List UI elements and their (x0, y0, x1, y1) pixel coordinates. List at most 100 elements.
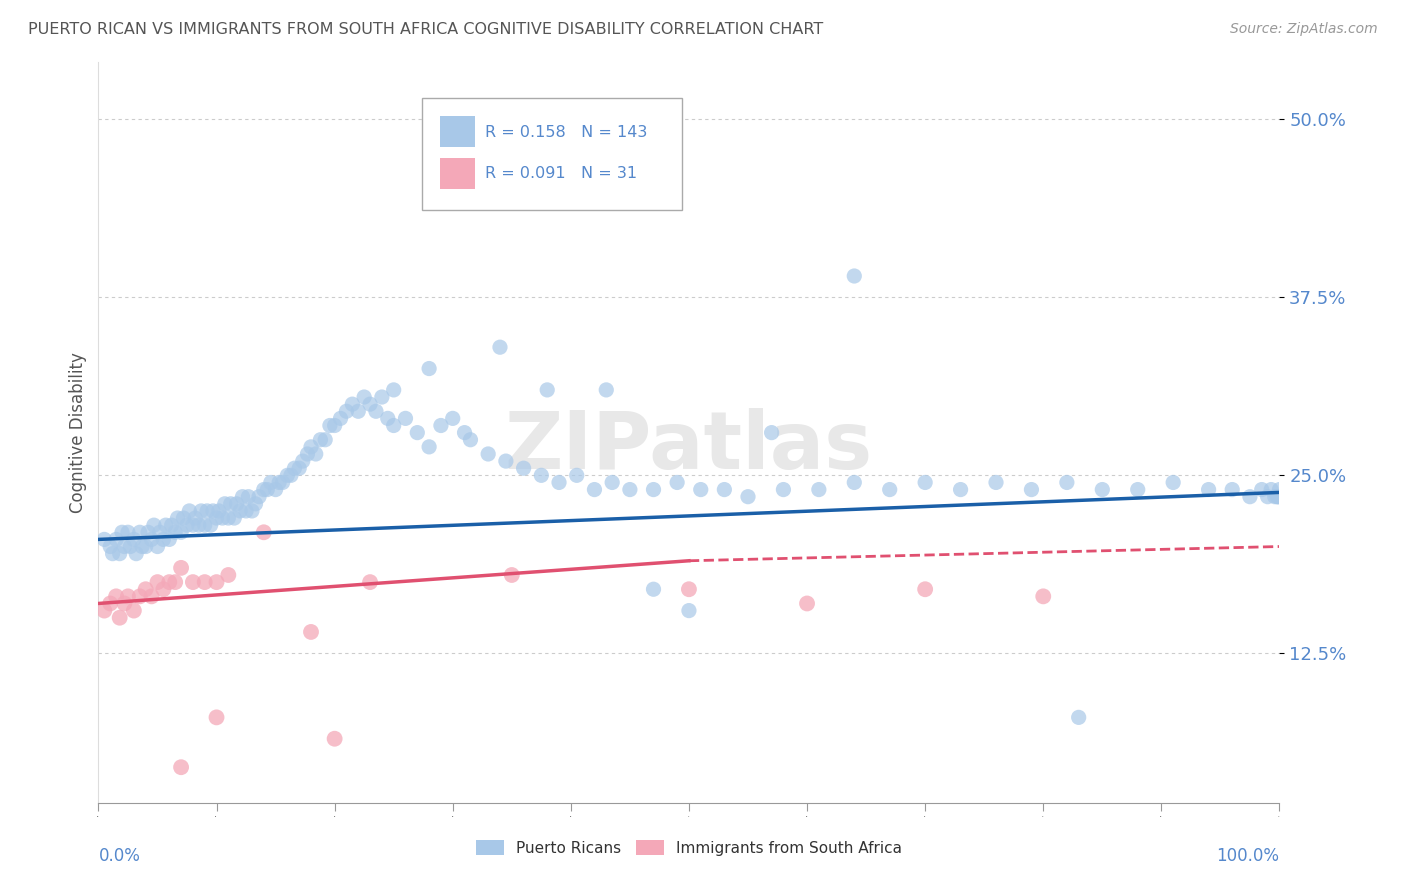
Point (128, 590, 150, 604)
Point (595, 383, 617, 397)
Point (524, 127, 547, 141)
Point (187, 518, 209, 533)
Point (643, 582, 665, 597)
Point (418, 361, 440, 376)
Point (501, 568, 523, 582)
Point (112, 540, 135, 554)
Point (152, 533, 174, 547)
Point (141, 590, 163, 604)
Point (125, 547, 148, 561)
Point (495, 454, 517, 468)
Point (224, 511, 246, 525)
Legend: Puerto Ricans, Immigrants from South Africa: Puerto Ricans, Immigrants from South Afr… (470, 834, 908, 862)
Point (1032, 590, 1054, 604)
Point (160, 518, 183, 533)
Point (101, 547, 124, 561)
Point (314, 433, 336, 447)
Point (231, 490, 253, 504)
Point (1091, 483, 1114, 497)
Point (689, 483, 711, 497)
Point (146, 540, 169, 554)
Point (117, 590, 139, 604)
Point (256, 483, 278, 497)
Point (157, 575, 180, 590)
Point (489, 340, 512, 354)
Point (377, 411, 399, 425)
Point (135, 540, 157, 554)
Point (460, 433, 482, 447)
Point (120, 540, 142, 554)
Point (225, 497, 247, 511)
Point (583, 483, 606, 497)
Point (195, 504, 218, 518)
Point (364, 404, 387, 418)
Point (93, 604, 115, 618)
Point (1161, 475, 1184, 490)
Point (200, 518, 222, 533)
Point (737, 490, 759, 504)
Point (530, 468, 553, 483)
Point (201, 504, 224, 518)
Point (190, 504, 212, 518)
Point (329, 411, 352, 425)
Point (152, 582, 174, 597)
Point (430, 418, 453, 433)
Point (194, 518, 217, 533)
Point (260, 475, 283, 490)
Point (323, 418, 346, 433)
Point (166, 511, 188, 525)
Point (179, 504, 201, 518)
Point (229, 504, 252, 518)
Point (155, 518, 177, 533)
Point (477, 447, 499, 461)
Point (1268, 483, 1291, 497)
Text: R = 0.091   N = 31: R = 0.091 N = 31 (485, 167, 637, 181)
Point (305, 447, 328, 461)
Point (713, 483, 735, 497)
Point (176, 518, 198, 533)
Point (112, 597, 135, 611)
Point (165, 525, 187, 540)
Point (297, 447, 319, 461)
Point (205, 575, 228, 590)
Point (678, 582, 700, 597)
Point (194, 575, 217, 590)
Point (238, 490, 260, 504)
Point (406, 425, 429, 440)
Point (309, 433, 332, 447)
Point (1239, 490, 1261, 504)
Point (146, 575, 169, 590)
Point (142, 518, 165, 533)
Point (105, 590, 128, 604)
Point (205, 511, 228, 525)
Point (214, 497, 236, 511)
Point (98, 540, 121, 554)
Point (105, 533, 128, 547)
Text: 0.0%: 0.0% (98, 847, 141, 865)
Point (347, 404, 370, 418)
Point (984, 475, 1007, 490)
Point (678, 604, 700, 618)
Point (235, 504, 257, 518)
Point (879, 483, 901, 497)
Point (1267, 490, 1289, 504)
Point (205, 710, 228, 724)
Point (319, 418, 342, 433)
Point (619, 483, 641, 497)
Point (135, 582, 157, 597)
Point (117, 525, 139, 540)
Point (98, 597, 121, 611)
Point (382, 418, 405, 433)
Point (149, 525, 172, 540)
Point (772, 483, 794, 497)
Point (280, 468, 302, 483)
Point (342, 397, 364, 411)
Text: PUERTO RICAN VS IMMIGRANTS FROM SOUTH AFRICA COGNITIVE DISABILITY CORRELATION CH: PUERTO RICAN VS IMMIGRANTS FROM SOUTH AF… (28, 22, 824, 37)
Point (1260, 483, 1282, 497)
Point (276, 468, 298, 483)
Point (170, 760, 193, 774)
Point (600, 475, 623, 490)
Point (914, 582, 936, 597)
Point (1198, 483, 1220, 497)
Point (264, 483, 287, 497)
